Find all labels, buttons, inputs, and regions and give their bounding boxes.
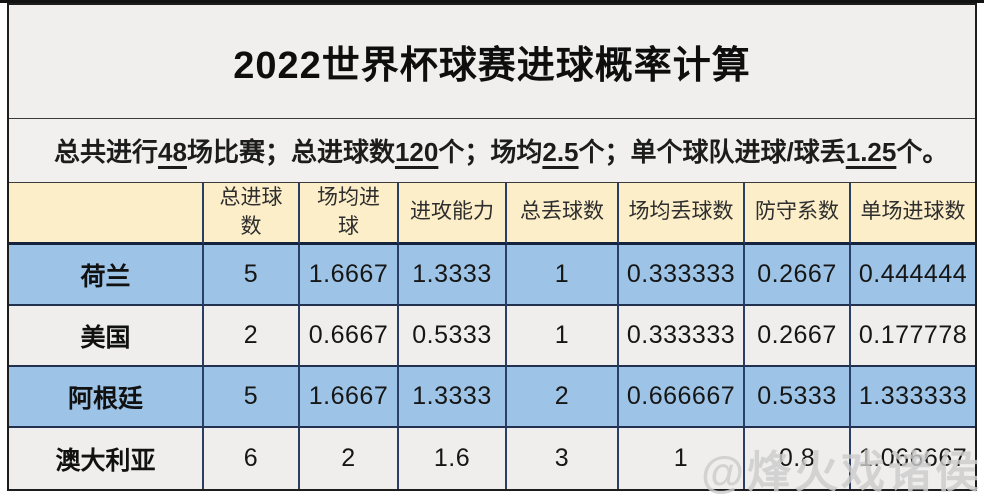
value-cell-single-match-goals: 1.333333	[851, 367, 975, 428]
summary-segment: 个；单个球队进球/球丢	[578, 137, 846, 167]
top-border-line	[0, 0, 984, 3]
stats-table: 总进球数 场均进球 进攻能力 总丢球数 场均丢球数 防守系数 单场进球数 荷兰 5 1.6667 1…	[9, 183, 975, 489]
title-bar: 2022世界杯球赛进球概率计算	[9, 5, 975, 119]
team-name-cell: 美国	[9, 306, 204, 367]
col-header-total-goals: 总进球数	[204, 183, 300, 245]
value-cell-defense-coefficient: 0.2667	[745, 245, 851, 306]
value-cell-total-conceded: 1	[507, 245, 619, 306]
value-cell-total-goals: 5	[204, 245, 300, 306]
value-cell-avg-goals: 1.6667	[300, 245, 399, 306]
value-cell-single-match-goals: 0.177778	[851, 306, 975, 367]
value-cell-avg-conceded: 0.666667	[619, 367, 745, 428]
summary-segment: 总共进行	[54, 137, 159, 167]
value-cell-attack-ability: 0.5333	[399, 306, 507, 367]
table-frame: 2022世界杯球赛进球概率计算 总共进行48场比赛；总进球数120个；场均2.5…	[7, 3, 977, 491]
col-header-attack-ability: 进攻能力	[399, 183, 507, 245]
value-cell-avg-goals: 2	[300, 428, 399, 489]
value-cell-attack-ability: 1.3333	[399, 245, 507, 306]
summary-number: 48	[158, 137, 187, 167]
team-name-cell: 荷兰	[9, 245, 204, 306]
value-cell-total-conceded: 3	[507, 428, 619, 489]
value-cell-avg-conceded: 1	[619, 428, 745, 489]
value-cell-attack-ability: 1.3333	[399, 367, 507, 428]
value-cell-avg-goals: 0.6667	[300, 306, 399, 367]
col-header-single-match-goals: 单场进球数	[851, 183, 975, 245]
value-cell-single-match-goals: 1.066667	[851, 428, 975, 489]
col-header-avg-conceded: 场均丢球数	[619, 183, 745, 245]
value-cell-defense-coefficient: 0.8	[745, 428, 851, 489]
team-name-cell: 阿根廷	[9, 367, 204, 428]
value-cell-single-match-goals: 0.444444	[851, 245, 975, 306]
summary-segment: 个。	[896, 137, 949, 167]
summary-segment: 场比赛；总进球数	[186, 137, 395, 167]
col-header-total-conceded: 总丢球数	[507, 183, 619, 245]
value-cell-avg-conceded: 0.333333	[619, 306, 745, 367]
value-cell-total-conceded: 2	[507, 367, 619, 428]
team-name-cell: 澳大利亚	[9, 428, 204, 489]
value-cell-defense-coefficient: 0.5333	[745, 367, 851, 428]
summary-number: 2.5	[542, 137, 579, 167]
summary-segment: 个；场均	[438, 137, 543, 167]
value-cell-attack-ability: 1.6	[399, 428, 507, 489]
summary-number: 1.25	[845, 137, 897, 167]
value-cell-total-goals: 2	[204, 306, 300, 367]
col-header-defense-coefficient: 防守系数	[745, 183, 851, 245]
value-cell-avg-goals: 1.6667	[300, 367, 399, 428]
page-title: 2022世界杯球赛进球概率计算	[233, 45, 751, 87]
value-cell-total-goals: 5	[204, 367, 300, 428]
col-header-avg-goals: 场均进球	[300, 183, 399, 245]
value-cell-total-conceded: 1	[507, 306, 619, 367]
summary-bar: 总共进行48场比赛；总进球数120个；场均2.5个；单个球队进球/球丢1.25个…	[9, 119, 975, 183]
summary-text: 总共进行48场比赛；总进球数120个；场均2.5个；单个球队进球/球丢1.25个…	[54, 132, 948, 169]
value-cell-total-goals: 6	[204, 428, 300, 489]
value-cell-defense-coefficient: 0.2667	[745, 306, 851, 367]
col-header-team	[9, 183, 204, 245]
summary-number: 120	[394, 137, 439, 167]
value-cell-avg-conceded: 0.333333	[619, 245, 745, 306]
